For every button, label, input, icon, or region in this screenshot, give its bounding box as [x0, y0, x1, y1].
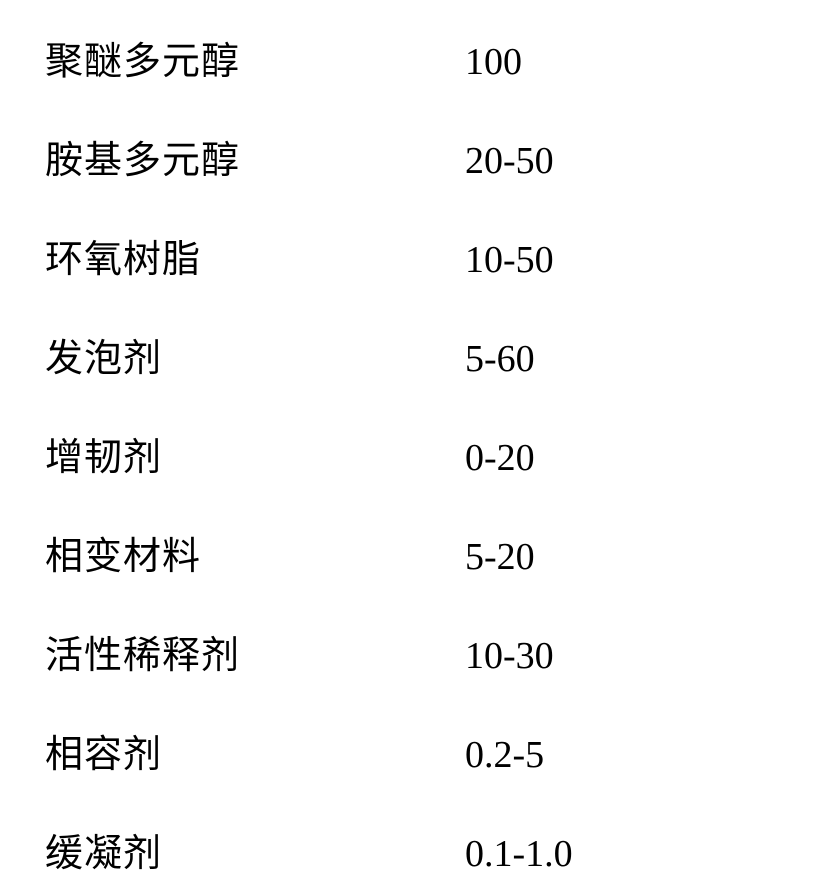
table-row: 缓凝剂 0.1-1.0	[45, 822, 793, 877]
component-value: 10-30	[465, 634, 554, 678]
table-row: 增韧剂 0-20	[45, 426, 793, 481]
component-label: 胺基多元醇	[45, 129, 465, 184]
table-row: 聚醚多元醇 100	[45, 30, 793, 85]
table-row: 发泡剂 5-60	[45, 327, 793, 382]
table-row: 活性稀释剂 10-30	[45, 624, 793, 679]
table-row: 相变材料 5-20	[45, 525, 793, 580]
component-label: 增韧剂	[45, 426, 465, 481]
component-value: 10-50	[465, 238, 554, 282]
component-value: 5-20	[465, 535, 535, 579]
component-value: 0-20	[465, 436, 535, 480]
component-label: 缓凝剂	[45, 822, 465, 877]
component-label: 聚醚多元醇	[45, 30, 465, 85]
component-label: 相容剂	[45, 723, 465, 778]
component-label: 活性稀释剂	[45, 624, 465, 679]
table-row: 相容剂 0.2-5	[45, 723, 793, 778]
component-value: 0.1-1.0	[465, 832, 573, 876]
component-label: 相变材料	[45, 525, 465, 580]
component-value: 20-50	[465, 139, 554, 183]
component-label: 环氧树脂	[45, 228, 465, 283]
component-value: 5-60	[465, 337, 535, 381]
table-row: 胺基多元醇 20-50	[45, 129, 793, 184]
component-value: 0.2-5	[465, 733, 544, 777]
component-value: 100	[465, 40, 522, 84]
composition-table: 聚醚多元醇 100 胺基多元醇 20-50 环氧树脂 10-50 发泡剂 5-6…	[45, 30, 793, 877]
table-row: 环氧树脂 10-50	[45, 228, 793, 283]
component-label: 发泡剂	[45, 327, 465, 382]
